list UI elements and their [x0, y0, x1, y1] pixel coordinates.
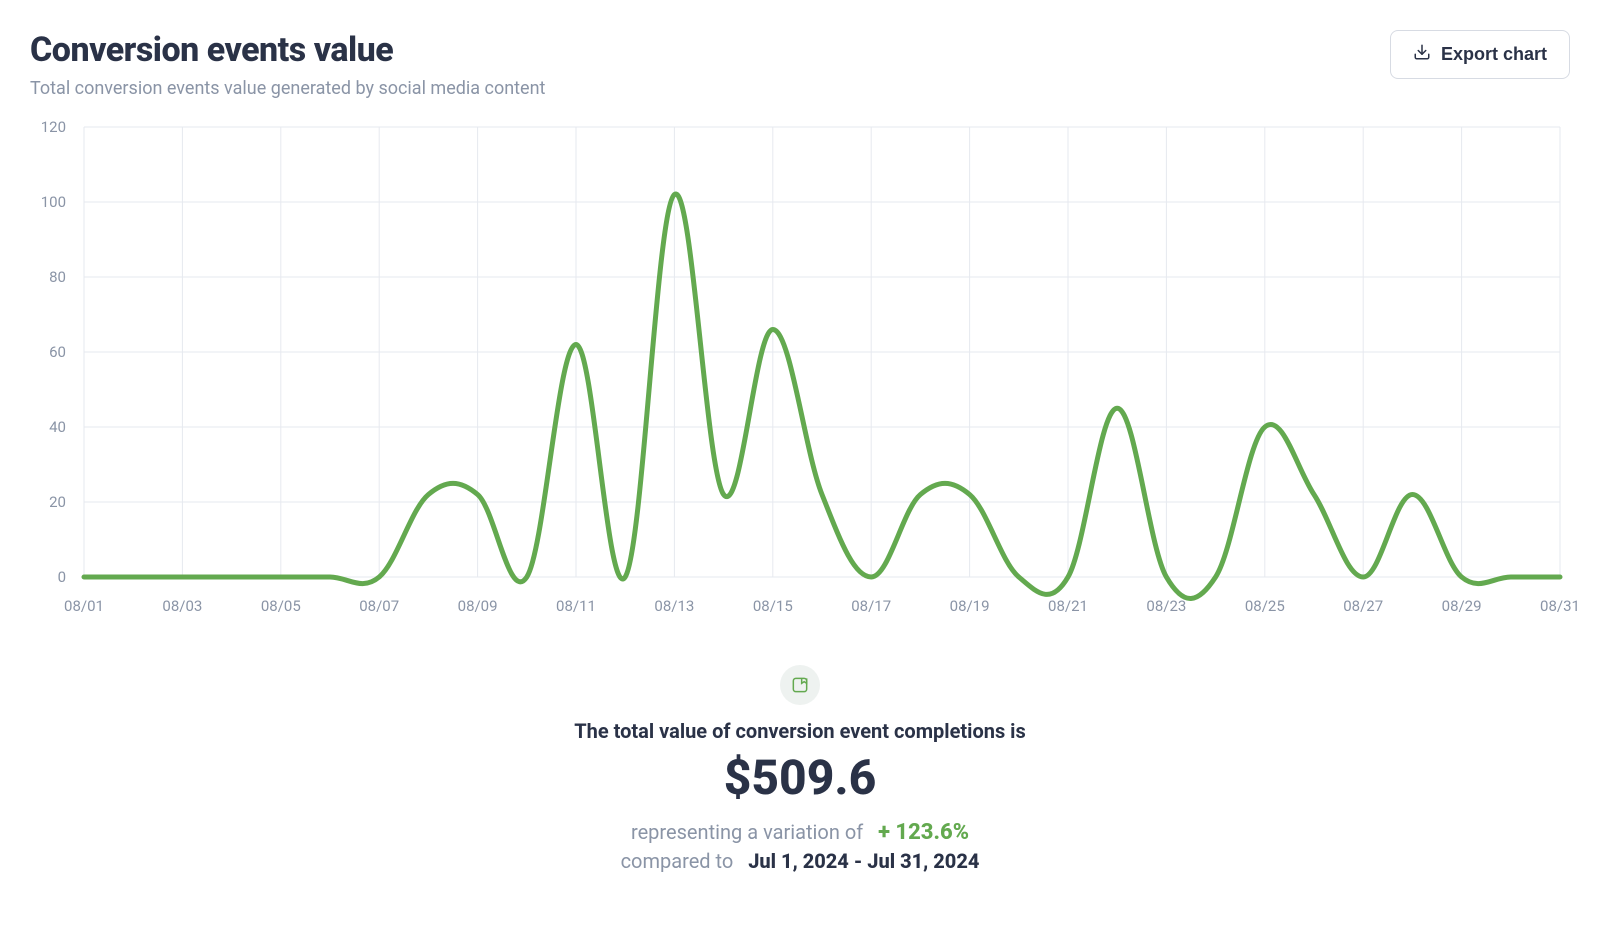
summary-variation-value: + 123.6%: [878, 820, 969, 845]
conversion-chart: 0 20 40 60 80 100 120 08/01 08/03 08/05 08/07 08/09…: [30, 119, 1570, 619]
summary-variation-prefix: representing a variation of: [631, 820, 863, 844]
download-icon: [1413, 43, 1431, 66]
export-chart-label: Export chart: [1441, 44, 1547, 65]
y-axis-label: 20: [30, 493, 66, 511]
x-axis-label: 08/01: [64, 597, 104, 615]
x-axis-label: 08/25: [1245, 597, 1285, 615]
x-axis-label: 08/05: [261, 597, 301, 615]
x-axis-label: 08/21: [1048, 597, 1088, 615]
page-title: Conversion events value: [30, 30, 545, 70]
summary-variation-line: representing a variation of + 123.6%: [30, 820, 1570, 845]
y-axis-label: 80: [30, 268, 66, 286]
summary-total-value: $509.6: [30, 749, 1570, 806]
summary-compared-range: Jul 1, 2024 - Jul 31, 2024: [748, 849, 979, 873]
summary-compared-prefix: compared to: [621, 849, 734, 873]
y-axis-label: 40: [30, 418, 66, 436]
chart-svg: [30, 119, 1570, 617]
x-axis-label: 08/11: [556, 597, 596, 615]
x-axis-label: 08/09: [458, 597, 498, 615]
y-axis-label: 120: [30, 118, 66, 136]
x-axis-label: 08/19: [950, 597, 990, 615]
x-axis-label: 08/23: [1146, 597, 1186, 615]
page-subtitle: Total conversion events value generated …: [30, 78, 545, 99]
x-axis-label: 08/07: [359, 597, 399, 615]
summary-description: The total value of conversion event comp…: [30, 719, 1570, 743]
x-axis-label: 08/17: [851, 597, 891, 615]
summary-compared-line: compared to Jul 1, 2024 - Jul 31, 2024: [30, 849, 1570, 873]
x-axis-label: 08/13: [654, 597, 694, 615]
x-axis-label: 08/31: [1540, 597, 1580, 615]
export-chart-button[interactable]: Export chart: [1390, 30, 1570, 79]
y-axis-label: 100: [30, 193, 66, 211]
x-axis-label: 08/03: [162, 597, 202, 615]
x-axis-label: 08/15: [753, 597, 793, 615]
x-axis-label: 08/27: [1343, 597, 1383, 615]
y-axis-label: 60: [30, 343, 66, 361]
x-axis-label: 08/29: [1442, 597, 1482, 615]
y-axis-label: 0: [30, 568, 66, 586]
note-icon: [780, 665, 820, 705]
